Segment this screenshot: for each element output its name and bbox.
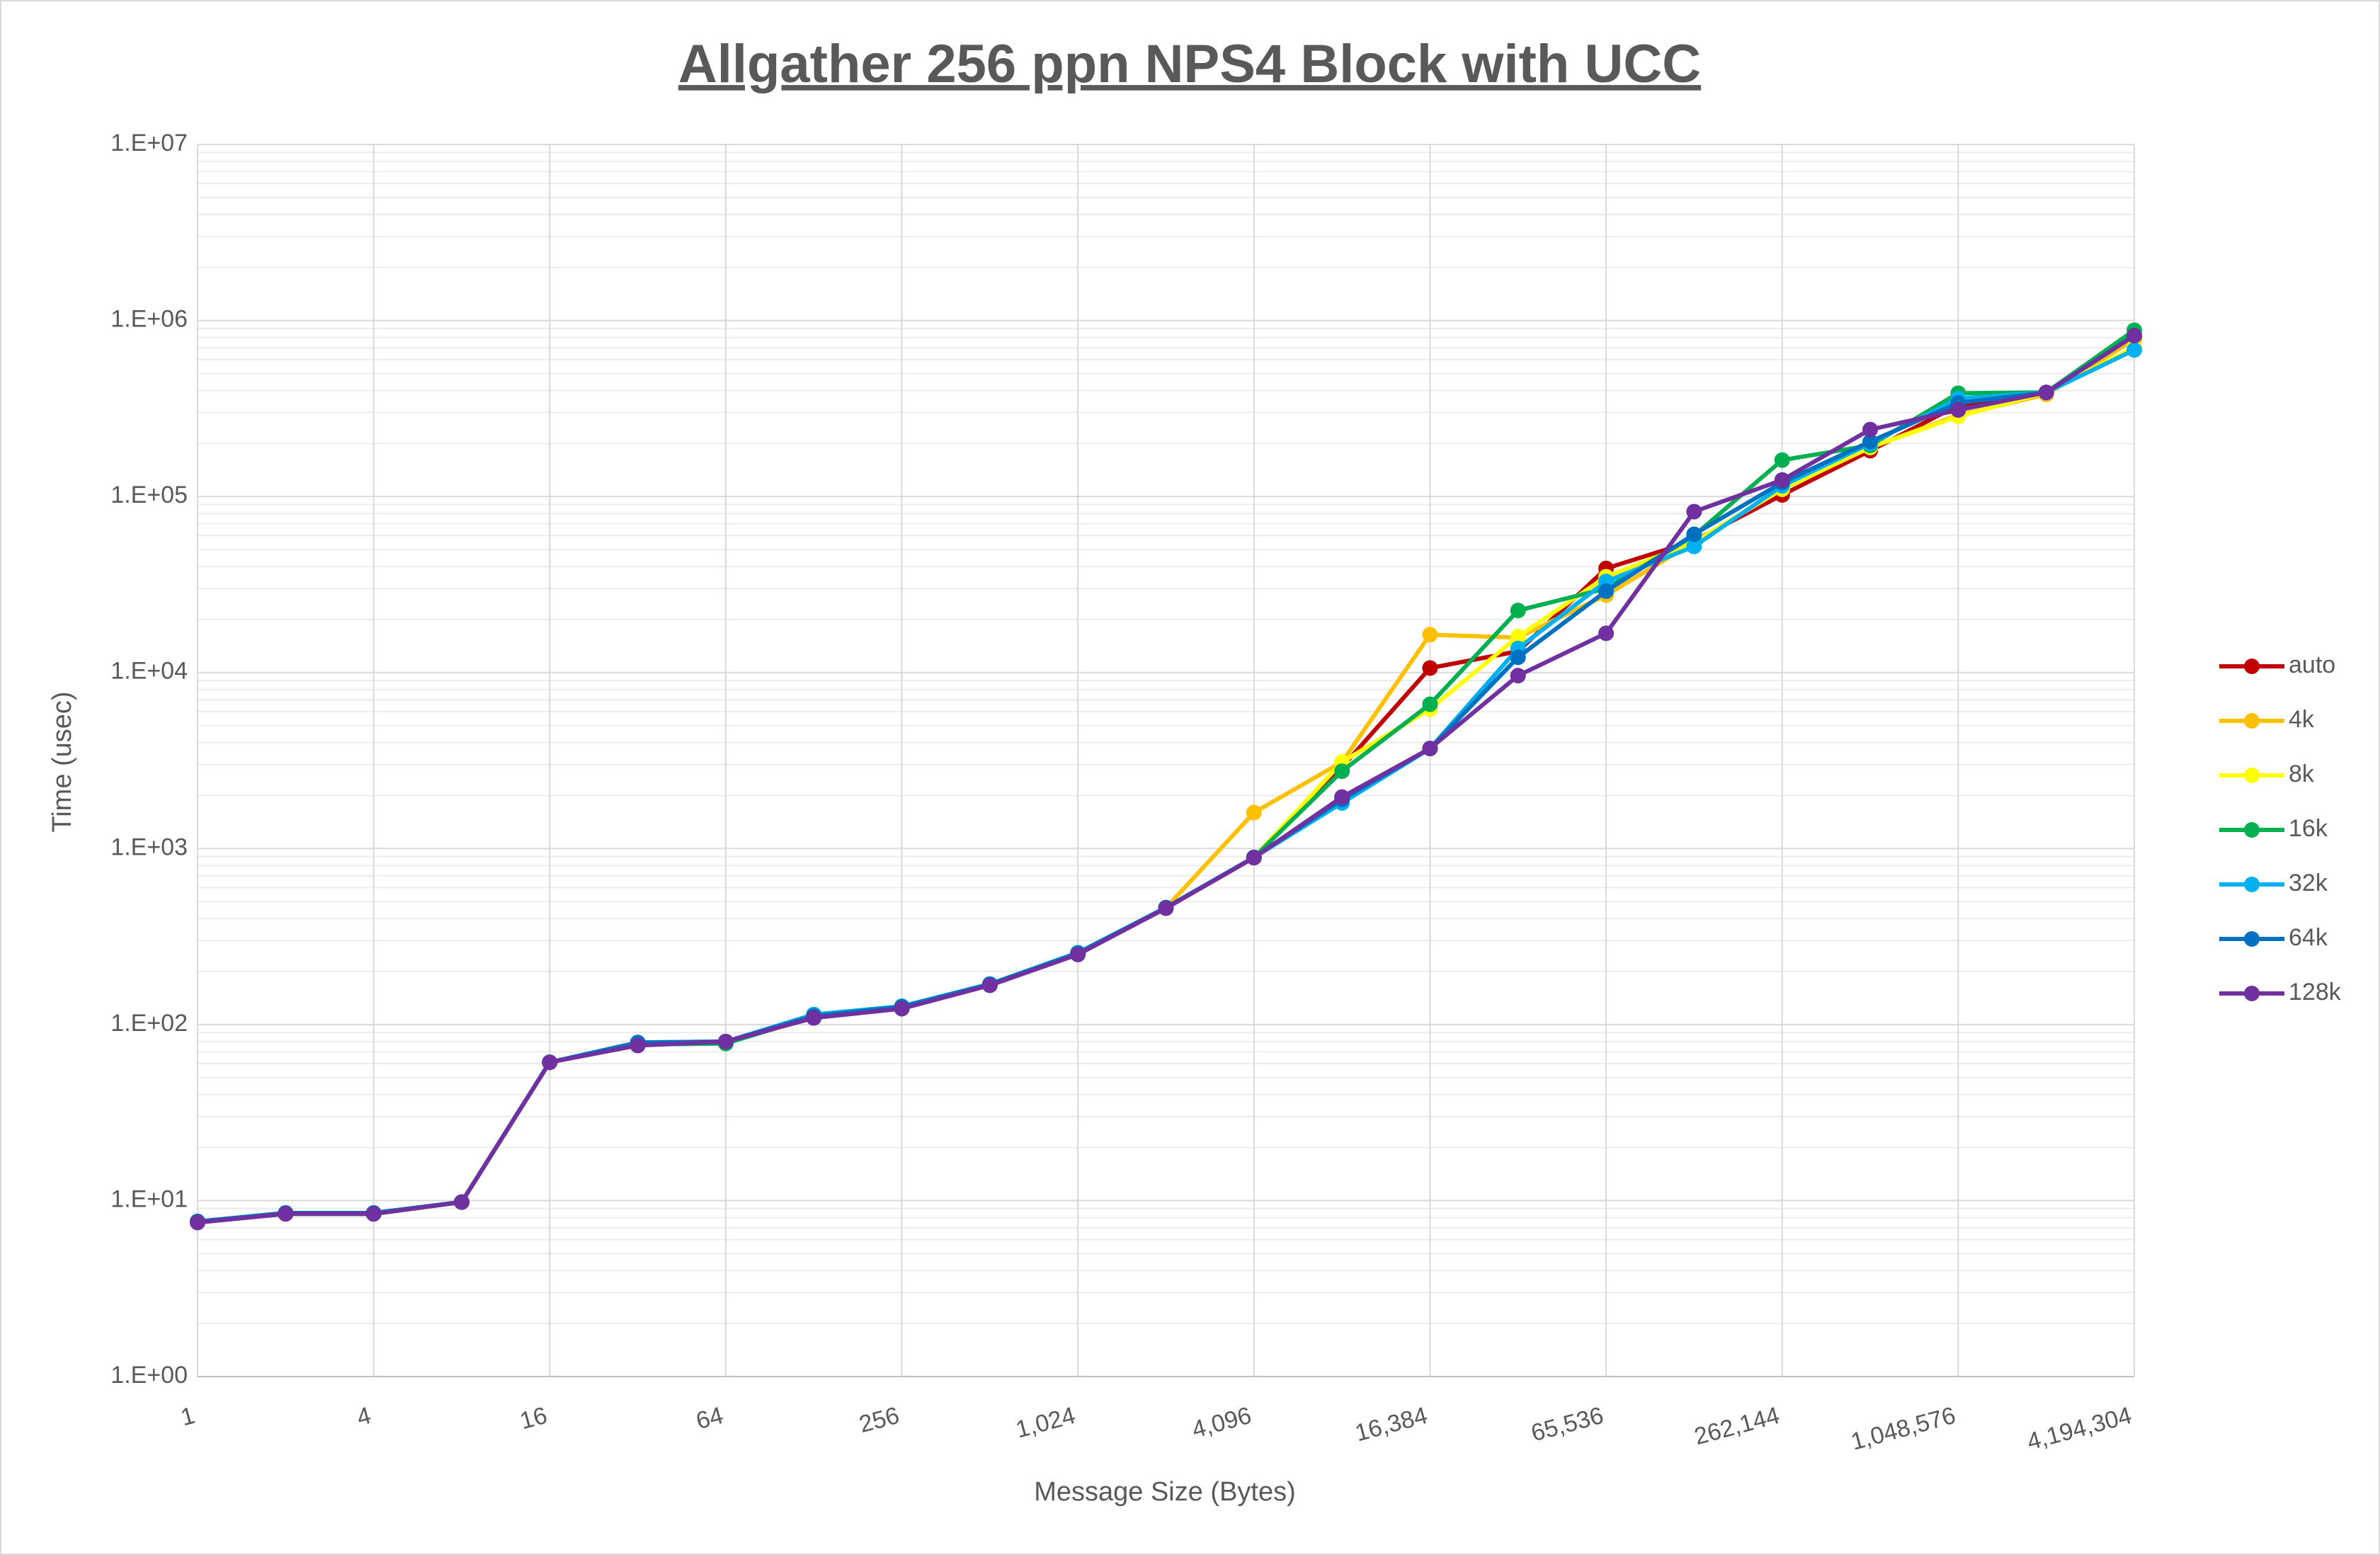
data-point: [717, 1033, 734, 1049]
data-point: [1422, 696, 1438, 712]
data-point: [1158, 900, 1174, 916]
data-point: [1510, 668, 1526, 684]
data-point: [1246, 804, 1262, 821]
data-point: [542, 1054, 558, 1071]
y-tick-label: 1.E+00: [110, 1362, 188, 1389]
data-point: [190, 1214, 205, 1231]
data-point: [1510, 649, 1526, 666]
legend-label: 16k: [2289, 815, 2328, 842]
data-point: [1598, 625, 1615, 642]
legend: auto 4k 8k 16k 32k 64k 128k: [2219, 651, 2342, 1006]
y-tick-label: 1.E+04: [110, 658, 188, 685]
data-point: [1422, 660, 1438, 676]
data-point: [1246, 850, 1262, 866]
legend-label: 4k: [2289, 706, 2315, 733]
data-point: [894, 1001, 910, 1017]
data-point: [1686, 503, 1702, 520]
legend-label: 8k: [2289, 761, 2315, 787]
data-point: [1422, 741, 1438, 757]
x-axis-title: Message Size (Bytes): [1034, 1477, 1296, 1507]
legend-marker: [2244, 986, 2260, 1001]
data-point: [365, 1206, 382, 1222]
data-point: [1774, 472, 1790, 488]
data-point: [1686, 526, 1702, 542]
data-point: [1334, 763, 1350, 780]
chart-title: Allgather 256 ppn NPS4 Block with UCC: [678, 34, 1701, 94]
legend-marker: [2244, 713, 2260, 729]
data-point: [630, 1037, 646, 1054]
legend-label: 128k: [2289, 979, 2342, 1006]
y-tick-label: 1.E+06: [110, 306, 188, 333]
legend-marker: [2244, 931, 2260, 947]
y-tick-label: 1.E+02: [110, 1010, 188, 1037]
data-point: [1510, 603, 1526, 619]
data-point: [1774, 452, 1790, 468]
data-point: [981, 977, 998, 993]
data-point: [1598, 583, 1615, 599]
data-point: [1686, 538, 1702, 554]
data-point: [2126, 327, 2142, 343]
legend-marker: [2244, 768, 2260, 783]
data-point: [1070, 946, 1086, 962]
data-point: [2038, 385, 2054, 401]
y-tick-label: 1.E+01: [110, 1185, 188, 1212]
legend-label: auto: [2289, 651, 2335, 678]
grid: 1.E+00 1.E+01 1.E+02 1.E+03 1.E+04 1.E+05 1.E+…: [110, 130, 2135, 1456]
legend-marker: [2244, 877, 2260, 892]
data-point: [1862, 433, 1879, 450]
data-point: [1510, 628, 1526, 644]
legend-marker: [2244, 822, 2260, 838]
y-tick-label: 1.E+03: [110, 833, 188, 860]
data-point: [2126, 342, 2142, 358]
plot-area: [190, 322, 2142, 1231]
y-tick-label: 1.E+05: [110, 482, 188, 508]
y-tick-label: 1.E+07: [110, 130, 188, 156]
y-axis-title: Time (usec): [47, 691, 77, 832]
data-point: [806, 1010, 822, 1026]
data-point: [453, 1194, 469, 1210]
data-point: [1334, 789, 1350, 805]
legend-label: 32k: [2289, 870, 2328, 896]
data-point: [1422, 627, 1438, 643]
data-point: [278, 1206, 294, 1222]
legend-label: 64k: [2289, 924, 2328, 951]
legend-marker: [2244, 659, 2260, 674]
data-point: [1862, 421, 1879, 438]
data-point: [1950, 402, 1966, 418]
